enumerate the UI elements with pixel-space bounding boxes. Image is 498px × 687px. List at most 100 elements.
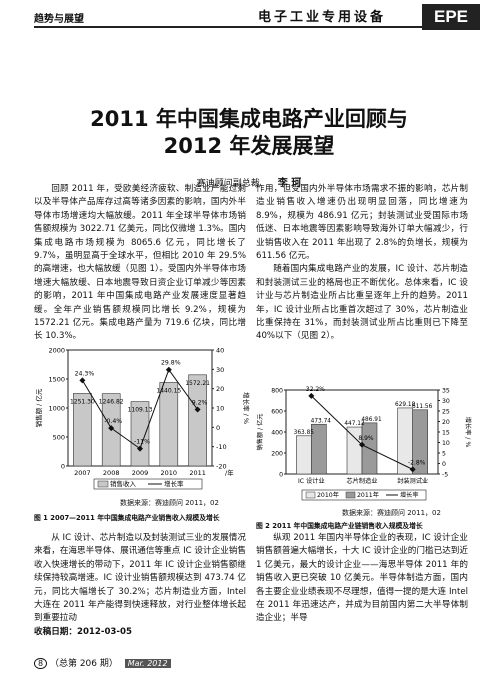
x-tick-label: 芯片制造业	[347, 477, 378, 485]
legend-label: 增长率	[400, 491, 419, 499]
bar	[130, 401, 150, 467]
figure2-caption: 图 2 2011 年中国集成电路产业链销售收入规模及增长	[256, 522, 423, 530]
bar-value-label: 1440.15	[156, 387, 181, 394]
growth-point	[165, 366, 172, 373]
column-right-top: 作用，但受国内外半导体市场需求不振的影响，芯片制造业销售收入增速仍出现明显回落，…	[256, 183, 468, 344]
issue-number: （总第 206 期）	[49, 659, 118, 669]
legend-swatch-bar	[97, 480, 109, 488]
y2-tick-label: 40	[216, 347, 224, 355]
legend-box	[301, 489, 427, 501]
growth-label: -2.8%	[408, 459, 426, 466]
y2-tick-label: 10	[442, 440, 450, 447]
section-label: 趋势与展望	[34, 14, 84, 25]
bar-value-label: 447.12	[344, 421, 365, 427]
bar-value-label: 1251.30	[70, 398, 95, 405]
y2-tick-label: 20	[216, 385, 224, 393]
y2-tick-label: 30	[216, 366, 224, 374]
column-left-bottom: 从 IC 设计、芯片制造以及封装测试三业的发展情况来看，在海思半导体、展讯通信等…	[34, 532, 246, 639]
author-role: 赛迪顾问副总裁	[196, 179, 260, 189]
y2-tick-label: 0	[442, 461, 446, 468]
page-footer: 8 （总第 206 期） Mar. 2012	[34, 656, 171, 669]
y-tick-label: 800	[271, 388, 283, 395]
paragraph: 作用，但受国内外半导体市场需求不振的影响，芯片制造业销售收入增速仍出现明显回落，…	[256, 184, 468, 262]
article-title-line1: 2011 年中国集成电路产业回顾与	[90, 107, 408, 131]
y-tick-label: 1000	[48, 405, 65, 413]
figure1-caption: 图 1 2007—2011 年中国集成电路产业销售收入规模及增长	[34, 514, 220, 522]
y-tick-label: 500	[53, 434, 65, 442]
growth-point	[137, 445, 143, 452]
issue-year: 2012	[147, 659, 168, 668]
y-tick-label: 0	[61, 463, 65, 471]
paragraph: 随着国内集成电路产业的发展，IC 设计、芯片制造和封装测试三业的格局也正不断优化…	[256, 264, 468, 342]
growth-label: 29.8%	[161, 360, 181, 367]
y2-tick-label: 10	[216, 405, 224, 413]
column-left-top: 回顾 2011 年，受欧美经济疲软、制造业产能过剩以及半导体产品库存过高等诸多因…	[34, 183, 246, 344]
bar-value-label: 473.74	[311, 418, 332, 424]
figure2-chart: 0 200 400 600 800 -5 0 5 10 15 20 25 30 35 363.85 473.7…	[256, 386, 472, 501]
y2-tick-label: 35	[442, 388, 450, 395]
x-tick-label: IC 设计业	[298, 477, 325, 485]
y-tick-label: 600	[271, 409, 283, 416]
x-tick-label: 2011	[189, 469, 206, 477]
legend-box	[93, 478, 203, 490]
legend-label: 增长率	[164, 479, 184, 488]
growth-point	[359, 441, 365, 448]
legend-label: 2010年	[317, 491, 339, 499]
legend-label: 销售收入	[110, 479, 137, 488]
y2-tick-label: 0	[216, 424, 220, 432]
growth-point	[79, 377, 86, 384]
growth-label: 8.9%	[358, 435, 374, 442]
bar-value-label: 1109.13	[128, 407, 153, 414]
bar-value-label: 1572.21	[185, 380, 210, 387]
y2-tick-label: 30	[442, 398, 450, 405]
growth-label: 9.2%	[192, 400, 208, 407]
growth-point	[308, 392, 315, 399]
y2-tick-label: -20	[216, 463, 227, 471]
y-axis-label: 销售额 / 亿元	[34, 388, 43, 427]
bar-value-label: 363.85	[294, 430, 315, 436]
epe-logo: EPE	[422, 4, 480, 30]
growth-label: -0.4%	[104, 418, 122, 425]
x-tick-label: 2010	[161, 469, 178, 477]
issue-month: Mar.	[127, 659, 145, 668]
bar-value-label: 611.56	[412, 404, 433, 410]
y2-tick-label: 20	[442, 419, 450, 426]
bar	[159, 382, 179, 467]
y2-tick-label: 25	[442, 409, 450, 416]
x-tick-label: 2008	[103, 469, 120, 477]
y2-axis-label: 增长率 / %	[242, 392, 250, 424]
bar-2011	[311, 423, 327, 475]
growth-label: -11%	[134, 439, 150, 446]
author-name: 李 珂	[277, 178, 302, 189]
figure2-source: 数据来源：赛迪顾问 2011，02	[342, 509, 441, 517]
legend-label: 2011年	[357, 491, 379, 499]
figure1-chart: 0 500 1000 1500 2000 -20 -10 0 10 20 30 40 1251.30 20…	[34, 347, 250, 490]
y-axis-label: 销售额 / 亿元	[256, 414, 264, 451]
bar-value-label: 486.91	[361, 417, 382, 423]
y2-tick-label: -10	[216, 443, 227, 451]
bar-2010	[296, 435, 312, 475]
bar	[188, 374, 207, 467]
x-tick-label: 封装测试业	[397, 477, 428, 485]
author-line: 赛迪顾问副总裁 李 珂	[0, 174, 498, 189]
issue-date: Mar. 2012	[124, 659, 171, 668]
y2-tick-label: -5	[442, 472, 448, 479]
y-tick-label: 1500	[48, 376, 65, 384]
y-tick-label: 200	[271, 451, 283, 458]
bar-value-label: 1246.82	[99, 399, 124, 406]
growth-point	[194, 406, 201, 413]
y2-tick-label: 15	[442, 430, 450, 437]
growth-label: 32.2%	[306, 386, 325, 393]
received-date: 收稿日期：2012-03-05	[34, 626, 132, 637]
paragraph: 回顾 2011 年，受欧美经济疲软、制造业产能过剩以及半导体产品库存过高等诸多因…	[34, 184, 246, 342]
y-tick-label: 2000	[48, 347, 65, 355]
bar	[73, 393, 92, 467]
column-right-bottom: 纵观 2011 年国内半导体企业的表现，IC 设计企业销售额普遍大幅增长，十大 …	[256, 532, 468, 626]
bar-value-label: 629.18	[395, 402, 416, 408]
bar-2011	[412, 409, 428, 475]
magazine-name: 电子工业专用设备	[258, 10, 387, 25]
x-tick-label: 2007	[74, 469, 91, 477]
page-number: 8	[34, 658, 48, 669]
growth-point	[409, 466, 416, 473]
y2-axis-label: 增长率 / %	[464, 417, 472, 448]
